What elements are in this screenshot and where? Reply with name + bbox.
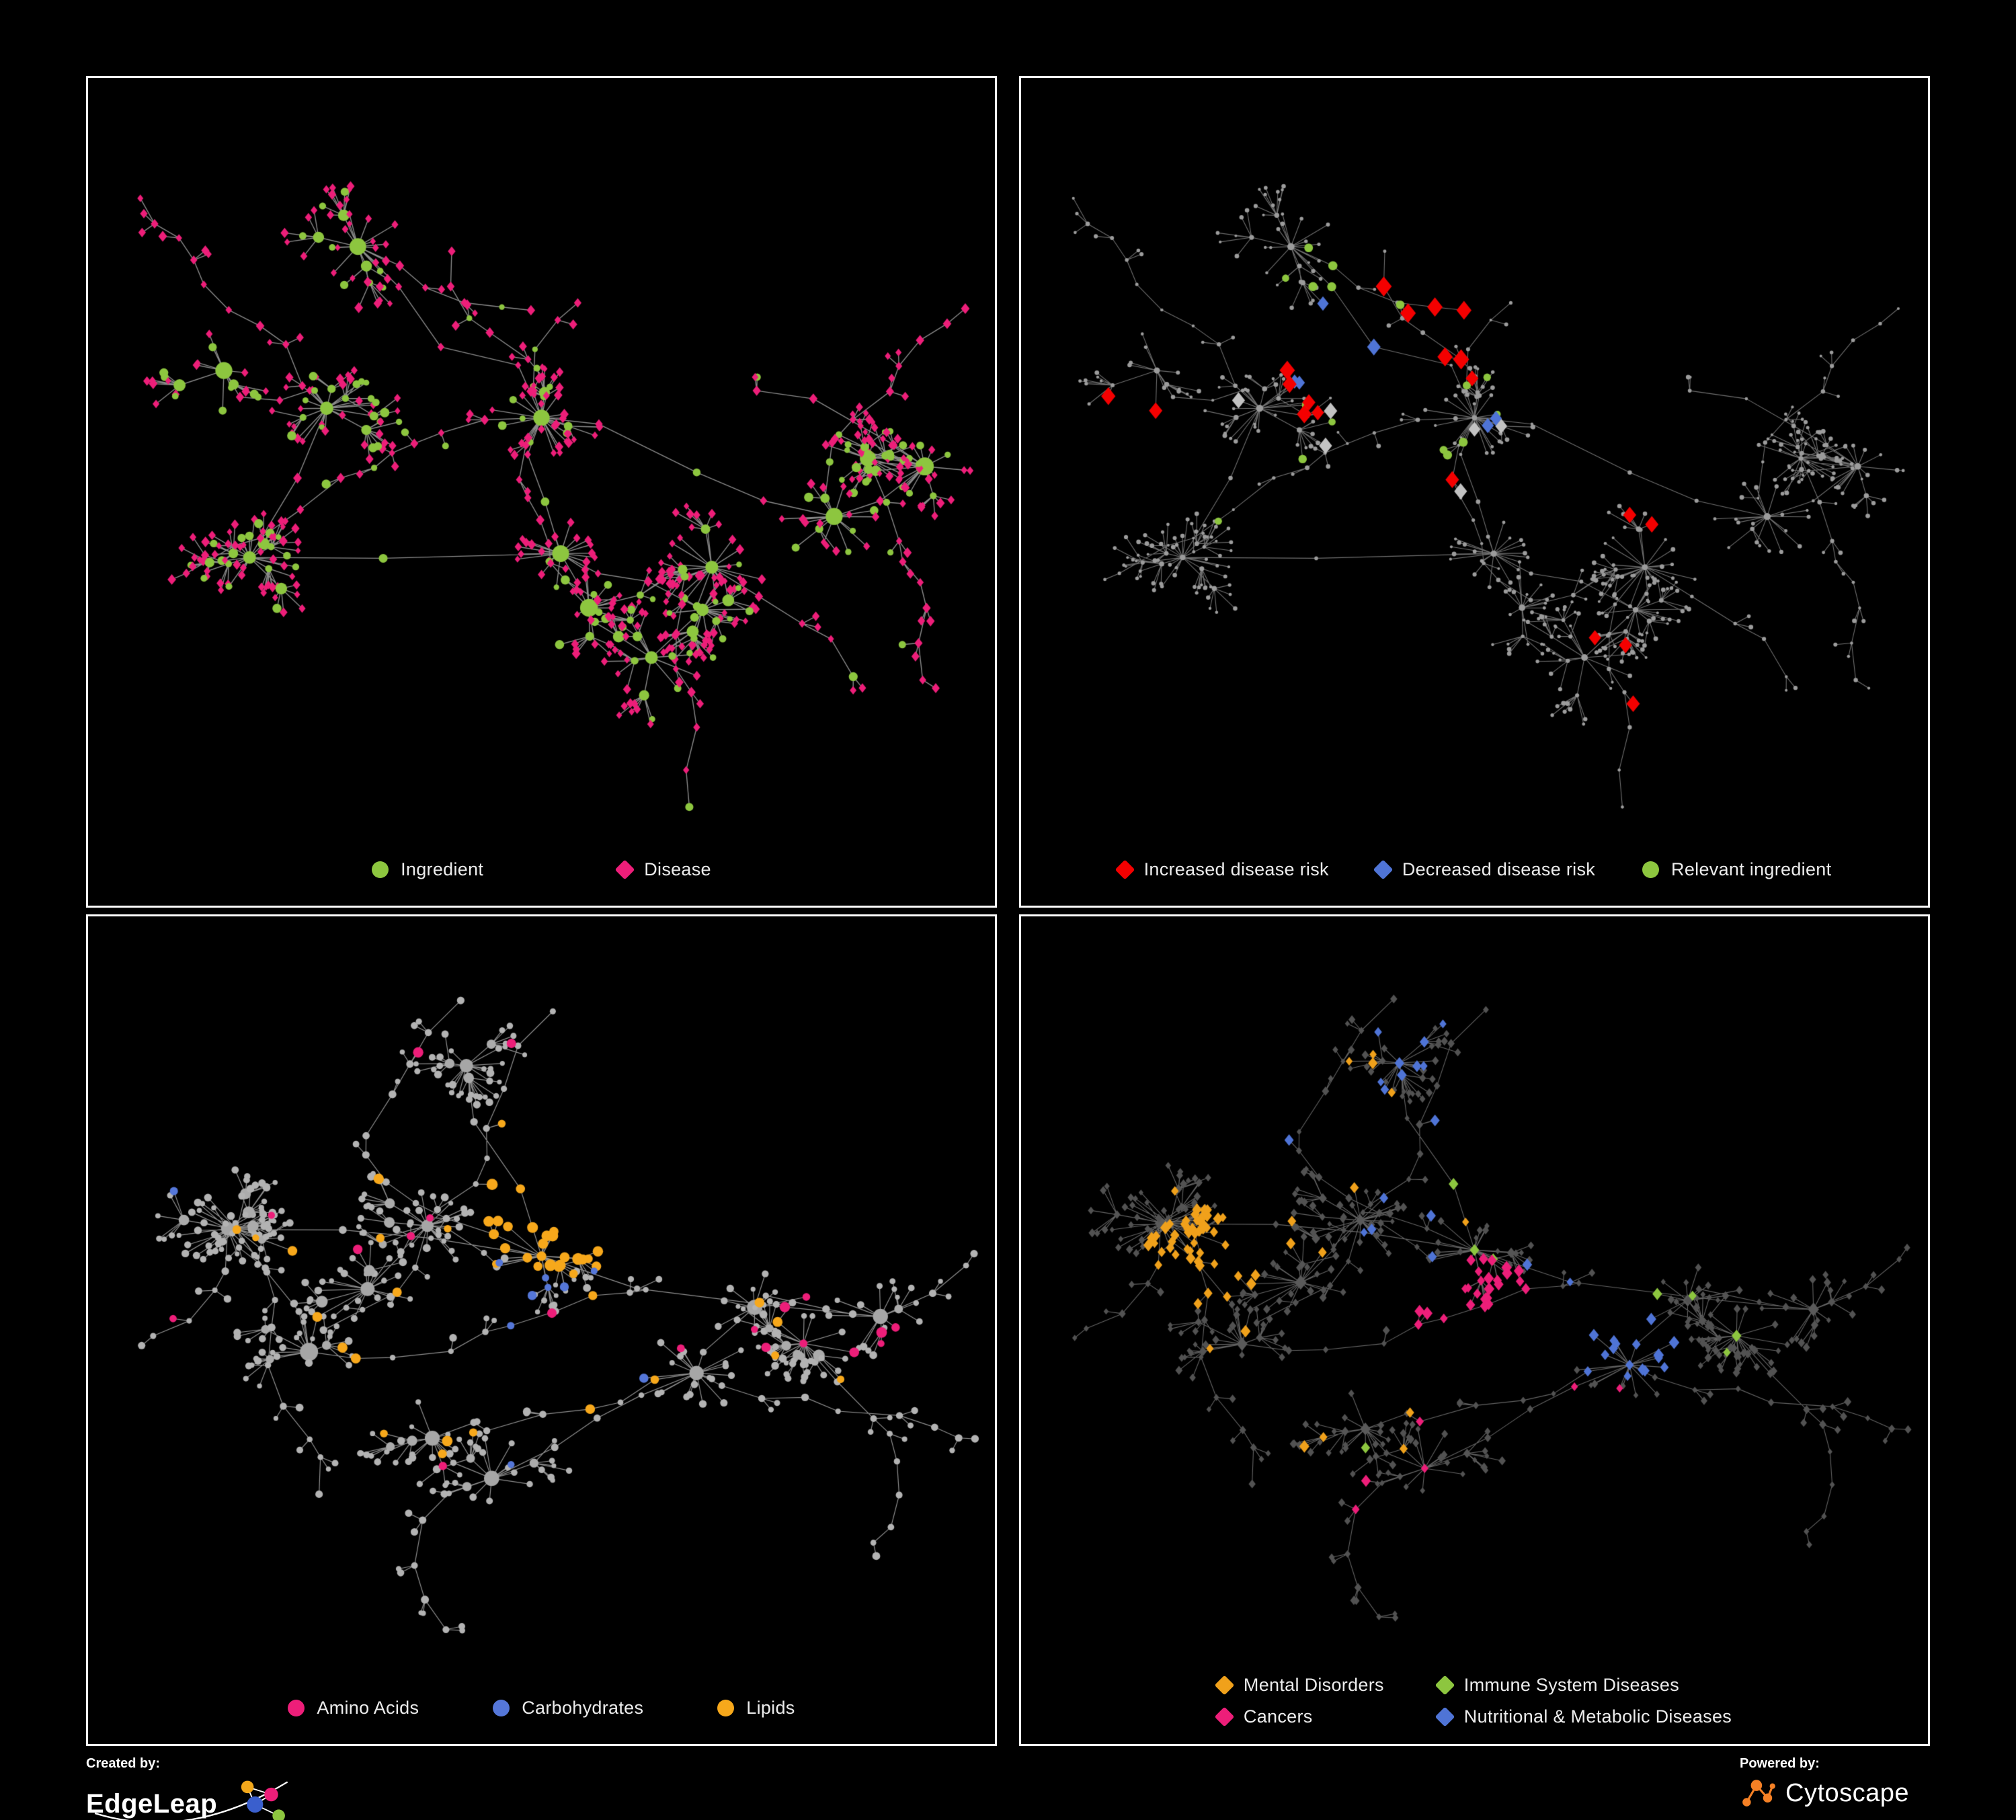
legend-label-ingredient: Ingredient: [401, 859, 484, 879]
legend-disease-risk: Increased disease risk Decreased disease…: [1021, 833, 1928, 906]
immune-diseases-marker-icon: [1435, 1675, 1455, 1696]
legend-label-immune-diseases: Immune System Diseases: [1463, 1675, 1679, 1695]
legend-item-ingredient: Ingredient: [372, 859, 483, 880]
legend-item-lipids: Lipids: [717, 1698, 795, 1718]
legend-label-increased-risk: Increased disease risk: [1143, 859, 1329, 879]
legend-item-amino-acids: Amino Acids: [288, 1698, 419, 1718]
legend-label-disease: Disease: [644, 859, 711, 879]
cancers-marker-icon: [1214, 1706, 1235, 1727]
legend-label-decreased-risk: Decreased disease risk: [1402, 859, 1596, 879]
legend-label-mental-disorders: Mental Disorders: [1243, 1675, 1384, 1695]
network-canvas-ingredient-disease: [88, 78, 995, 833]
cytoscape-logo-icon: [1742, 1780, 1775, 1807]
cytoscape-credit: Powered by: Cytoscape: [1740, 1756, 1909, 1809]
legend-item-immune-diseases: Immune System Diseases: [1435, 1675, 1679, 1696]
cytoscape-brand-row: Cytoscape: [1740, 1777, 1909, 1809]
legend-label-amino-acids: Amino Acids: [317, 1697, 419, 1718]
legend-label-carbohydrates: Carbohydrates: [522, 1697, 644, 1718]
network-canvas-disease-classes: [1021, 916, 1928, 1658]
increased-risk-marker-icon: [1115, 859, 1135, 879]
legend-item-relevant-ingredient: Relevant ingredient: [1642, 859, 1831, 880]
relevant-ingredient-marker-icon: [1642, 861, 1660, 878]
legend-item-nutritional-metabolic: Nutritional & Metabolic Diseases: [1435, 1706, 1732, 1727]
created-by-label: Created by:: [86, 1756, 161, 1771]
panel-disease-classes: Mental Disorders Immune System Diseases …: [1019, 914, 1930, 1746]
panel-disease-risk: Increased disease risk Decreased disease…: [1019, 76, 1930, 908]
lipids-marker-icon: [717, 1699, 735, 1716]
disease-marker-icon: [614, 859, 635, 879]
legend-item-mental-disorders: Mental Disorders: [1214, 1675, 1384, 1696]
legend-label-relevant-ingredient: Relevant ingredient: [1671, 859, 1832, 879]
network-canvas-disease-risk: [1021, 78, 1928, 833]
powered-by-label: Powered by:: [1740, 1756, 1820, 1771]
edgeleap-logo-icon: [94, 1780, 288, 1820]
edgeleap-brand-row: EdgeLeap: [86, 1777, 295, 1820]
panel-ingredient-disease: Ingredient Disease: [86, 76, 997, 908]
cytoscape-wordmark: Cytoscape: [1785, 1778, 1910, 1807]
legend-item-cancers: Cancers: [1214, 1706, 1313, 1727]
legend-item-increased-risk: Increased disease risk: [1115, 859, 1329, 880]
network-canvas-nutrient-classes: [88, 916, 995, 1671]
legend-ingredient-disease: Ingredient Disease: [88, 833, 995, 906]
legend-label-cancers: Cancers: [1243, 1706, 1313, 1727]
amino-acids-marker-icon: [288, 1699, 305, 1716]
legend-nutrient-classes: Amino Acids Carbohydrates Lipids: [88, 1671, 995, 1744]
legend-item-disease: Disease: [614, 859, 711, 880]
decreased-risk-marker-icon: [1373, 859, 1394, 879]
legend-label-lipids: Lipids: [746, 1697, 795, 1718]
nutritional-metabolic-marker-icon: [1435, 1706, 1455, 1727]
legend-label-nutritional-metabolic: Nutritional & Metabolic Diseases: [1463, 1706, 1732, 1727]
mental-disorders-marker-icon: [1214, 1675, 1235, 1696]
edgeleap-wordmark: EdgeLeap: [86, 1788, 218, 1819]
ingredient-marker-icon: [372, 861, 389, 878]
legend-item-decreased-risk: Decreased disease risk: [1373, 859, 1596, 880]
edgeleap-credit: Created by: EdgeLeap: [86, 1756, 295, 1820]
legend-disease-classes: Mental Disorders Immune System Diseases …: [1021, 1658, 1928, 1744]
carbohydrates-marker-icon: [493, 1699, 510, 1716]
panel-nutrient-classes: Amino Acids Carbohydrates Lipids: [86, 914, 997, 1746]
legend-item-carbohydrates: Carbohydrates: [493, 1698, 643, 1718]
